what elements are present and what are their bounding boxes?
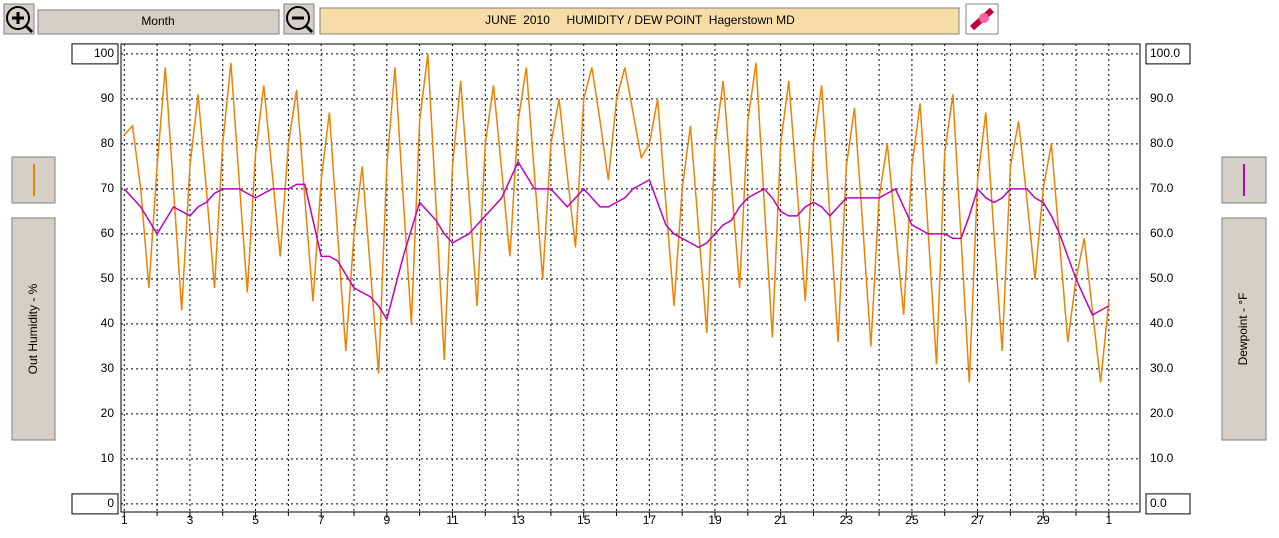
y-tick-label: 20 [101,406,115,420]
x-tick-label: 19 [708,513,722,527]
x-tick-label: 23 [840,513,854,527]
y-tick-label: 80 [101,136,115,150]
y-limit-box [71,43,119,65]
y2-tick-label: 60.0 [1150,226,1174,240]
series-line [123,160,1110,322]
x-tick-label: 21 [774,513,788,527]
x-tick-label: 15 [577,513,591,527]
x-tick-label: 13 [511,513,525,527]
settings-icon[interactable] [965,3,999,35]
dewpoint-legend-button[interactable] [1221,156,1267,204]
x-tick-label: 29 [1037,513,1051,527]
y-tick-label: 60 [101,226,115,240]
x-tick-label: 11 [446,513,459,527]
y-axis-label: Out Humidity - % [26,283,40,374]
y2-tick-label: 100.0 [1150,46,1180,60]
y2-limit-box [1145,493,1191,515]
x-tick-label: 17 [643,513,657,527]
series-line [123,53,1110,383]
y-tick-label: 90 [101,91,115,105]
y-tick-label: 30 [101,361,115,375]
y2-tick-label: 70.0 [1150,181,1174,195]
y-tick-label: 100 [94,46,114,60]
y-tick-label: 50 [101,271,115,285]
y2-tick-label: 90.0 [1150,91,1174,105]
x-tick-label: 3 [187,513,194,527]
y2-tick-label: 10.0 [1150,451,1174,465]
y2-limit-box [1145,43,1191,65]
y2-tick-label: 0.0 [1150,496,1167,510]
x-tick-label: 9 [383,513,390,527]
y2-tick-label: 40.0 [1150,316,1174,330]
y2-axis-label: Dewpoint - °F [1236,293,1250,366]
x-tick-label: 7 [318,513,325,527]
zoom-in-button[interactable] [3,3,35,35]
title-box [319,7,960,35]
y2-tick-label: 30.0 [1150,361,1174,375]
zoom-out-button[interactable] [283,3,315,35]
y2-tick-label: 20.0 [1150,406,1174,420]
y-tick-label: 70 [101,181,115,195]
y2-tick-label: 50.0 [1150,271,1174,285]
y2-label-panel [1221,217,1267,441]
y-tick-label: 0 [107,496,114,510]
y-limit-box [71,493,119,515]
x-tick-label: 5 [252,513,259,527]
y-label-panel [11,217,56,441]
plot-frame [120,43,1141,513]
x-tick-label: 25 [905,513,919,527]
range-button-label: Month [141,14,174,28]
x-tick-label: 1 [1105,513,1112,527]
range-button[interactable]: Month [37,9,280,35]
y2-tick-label: 80.0 [1150,136,1174,150]
y-tick-label: 10 [101,451,115,465]
y-tick-label: 40 [101,316,115,330]
chart-title: JUNE 2010 HUMIDITY / DEW POINT Hagerstow… [485,13,795,27]
x-tick-label: 27 [971,513,985,527]
humidity-legend-button[interactable] [11,156,56,204]
x-tick-label: 1 [121,513,128,527]
